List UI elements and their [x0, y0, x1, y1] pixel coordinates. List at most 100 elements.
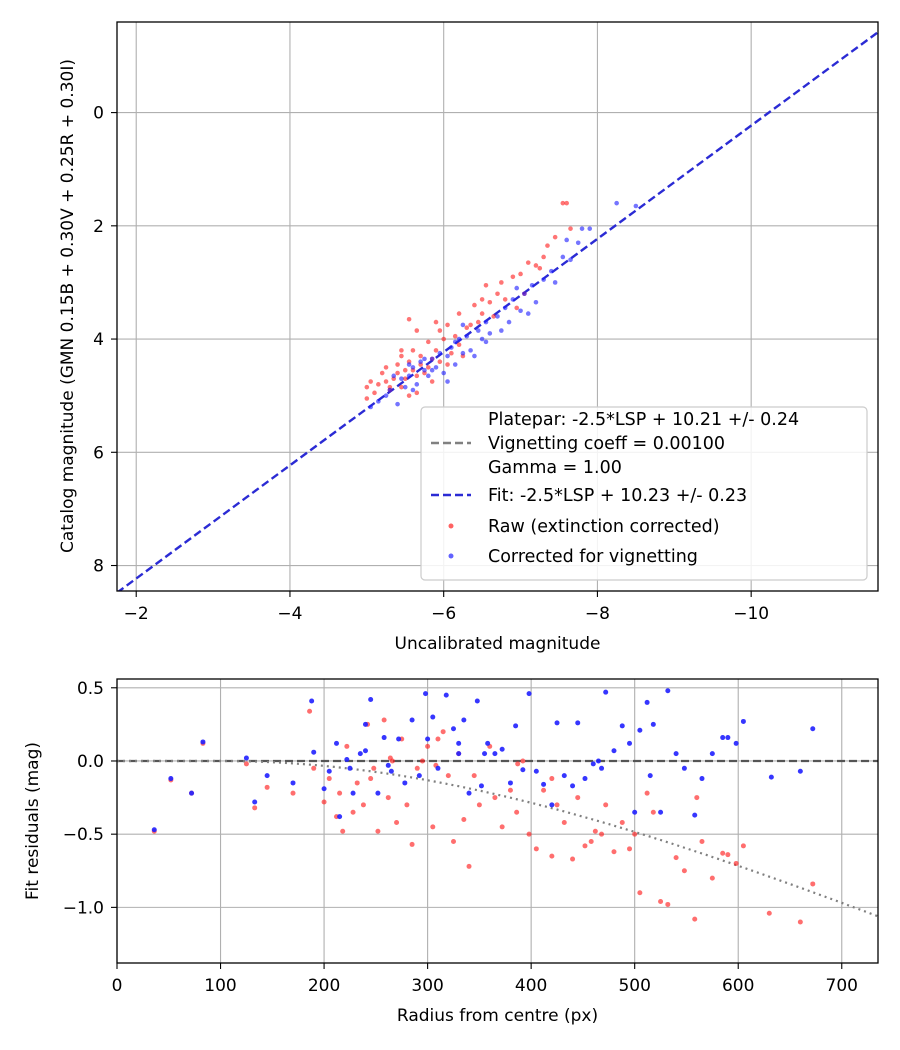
raw-residual-point [307, 708, 313, 714]
corrected-residual-point [520, 767, 526, 773]
raw-residual-point [290, 790, 296, 796]
corrected-point [418, 359, 423, 365]
corrected-point [483, 319, 489, 325]
corrected-residual-point [575, 720, 581, 726]
corrected-residual-point [385, 762, 391, 768]
corrected-point [406, 362, 412, 367]
raw-residual-point [440, 729, 446, 735]
corrected-residual-point [810, 726, 816, 732]
corrected-residual-point [264, 773, 270, 779]
raw-point [525, 260, 531, 265]
residuals-points [151, 688, 816, 925]
legend-box [420, 406, 868, 581]
corrected-point [533, 299, 539, 305]
corrected-residual-point [595, 758, 601, 764]
corrected-residual-point [725, 735, 731, 741]
legend-dot-marker [448, 553, 454, 559]
raw-point [568, 226, 573, 231]
residuals-x-tick-label: 500 [618, 976, 650, 996]
residuals-x-tick-label: 100 [204, 976, 236, 996]
corrected-point [633, 203, 639, 209]
raw-residual-point [627, 846, 633, 852]
corrected-residual-point [699, 776, 705, 782]
raw-point [560, 200, 566, 206]
corrected-point [460, 322, 466, 328]
corrected-point [587, 226, 593, 231]
raw-point [399, 353, 404, 359]
corrected-residual-point [200, 739, 206, 745]
raw-point [399, 348, 404, 353]
raw-point [406, 316, 412, 322]
corrected-residual-point [435, 765, 441, 771]
raw-residual-point [466, 863, 472, 869]
legend-dot-marker [448, 523, 454, 529]
raw-point [418, 353, 423, 359]
raw-point [414, 328, 420, 333]
corrected-residual-point [590, 761, 596, 767]
residuals-y-tick-label: −1.0 [63, 898, 104, 918]
corrected-residual-point [526, 691, 532, 697]
legend-entry-label: Corrected for vignetting [488, 547, 698, 567]
corrected-residual-point [423, 691, 429, 697]
raw-residual-point [725, 852, 731, 858]
corrected-residual-point [252, 799, 258, 805]
raw-residual-point [720, 850, 726, 856]
corrected-residual-point [402, 780, 408, 786]
corrected-residual-point [499, 746, 505, 752]
residuals-x-tick-label: 200 [308, 976, 340, 996]
corrected-residual-point [692, 812, 698, 818]
corrected-residual-point [492, 751, 498, 757]
raw-residual-point [387, 755, 393, 761]
corrected-point [468, 348, 473, 353]
raw-residual-point [665, 901, 671, 907]
legend-entry-label: Gamma = 1.00 [488, 458, 622, 478]
corrected-residual-point [720, 735, 726, 741]
raw-point [472, 302, 477, 308]
legend-entry-label: Vignetting coeff = 0.00100 [488, 434, 725, 454]
corrected-point [564, 237, 569, 243]
corrected-point [456, 336, 462, 342]
residuals-x-tick-label: 700 [826, 976, 858, 996]
raw-residual-point [699, 838, 705, 844]
corrected-point [560, 254, 566, 260]
raw-point [402, 367, 408, 373]
raw-residual-point [507, 787, 513, 793]
calibration-x-tick-label: −4 [277, 604, 302, 624]
corrected-residual-point [430, 714, 436, 720]
corrected-point [422, 367, 427, 373]
residuals-x-tick-label: 0 [112, 976, 123, 996]
corrected-residual-point [658, 809, 664, 815]
raw-point [395, 362, 400, 367]
corrected-residual-point [570, 783, 576, 789]
raw-residual-point [385, 795, 391, 801]
raw-residual-point [632, 831, 638, 837]
corrected-residual-point [450, 726, 456, 732]
raw-point [364, 384, 370, 390]
corrected-point [410, 365, 416, 370]
corrected-residual-point [151, 827, 157, 833]
corrected-point [575, 240, 581, 246]
raw-residual-point [515, 761, 521, 767]
corrected-point [499, 328, 504, 333]
corrected-point [510, 297, 516, 302]
raw-residual-point [435, 736, 441, 742]
raw-residual-point [326, 776, 332, 782]
corrected-residual-point [344, 757, 350, 763]
corrected-point [391, 373, 397, 379]
corrected-residual-point [416, 773, 422, 779]
raw-point [376, 382, 381, 387]
corrected-point [429, 367, 435, 373]
calibration-y-tick-label: 6 [93, 443, 104, 463]
raw-residual-point [549, 853, 555, 859]
corrected-residual-point [478, 783, 484, 789]
raw-residual-point [344, 743, 350, 749]
corrected-residual-point [368, 696, 374, 702]
corrected-residual-point [768, 774, 774, 780]
raw-residual-point [526, 831, 532, 837]
raw-point [533, 263, 539, 268]
residuals-y-tick-label: 0.5 [77, 679, 104, 699]
raw-residual-point [375, 828, 381, 834]
corrected-point [383, 393, 389, 398]
raw-point [499, 280, 504, 285]
